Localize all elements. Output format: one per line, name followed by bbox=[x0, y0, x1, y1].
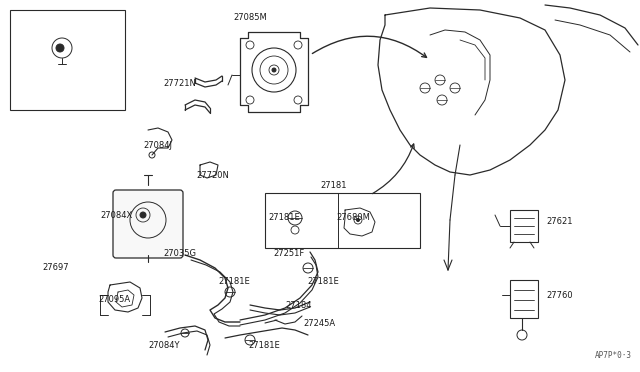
Circle shape bbox=[140, 212, 146, 218]
Text: 27085M: 27085M bbox=[233, 13, 267, 22]
Text: 27084Y: 27084Y bbox=[148, 340, 179, 350]
Text: 27621: 27621 bbox=[546, 218, 573, 227]
Text: 27721N: 27721N bbox=[163, 78, 196, 87]
Bar bbox=[265, 193, 420, 248]
Text: 27181E: 27181E bbox=[218, 278, 250, 286]
FancyBboxPatch shape bbox=[113, 190, 183, 258]
Text: 27720N: 27720N bbox=[196, 170, 229, 180]
Text: 27084X: 27084X bbox=[100, 211, 132, 219]
Text: 27181E: 27181E bbox=[248, 340, 280, 350]
Bar bbox=[10, 10, 125, 110]
Text: 27181E: 27181E bbox=[268, 214, 300, 222]
Bar bbox=[510, 280, 538, 318]
Text: AP7P*0·3: AP7P*0·3 bbox=[595, 351, 632, 360]
Circle shape bbox=[56, 44, 64, 52]
Text: 27084J: 27084J bbox=[143, 141, 172, 150]
Bar bbox=[510, 210, 538, 242]
Text: 27181E: 27181E bbox=[307, 278, 339, 286]
Text: 27680M: 27680M bbox=[336, 214, 370, 222]
Text: 27181: 27181 bbox=[320, 180, 346, 189]
Text: 27095A: 27095A bbox=[98, 295, 130, 305]
Text: 27184: 27184 bbox=[285, 301, 312, 310]
Circle shape bbox=[356, 218, 360, 221]
Text: 27251F: 27251F bbox=[273, 248, 304, 257]
Circle shape bbox=[272, 68, 276, 72]
Text: 27245A: 27245A bbox=[303, 318, 335, 327]
Text: 27697: 27697 bbox=[43, 263, 69, 273]
Text: 27035G: 27035G bbox=[163, 248, 196, 257]
Text: 27760: 27760 bbox=[546, 291, 573, 299]
